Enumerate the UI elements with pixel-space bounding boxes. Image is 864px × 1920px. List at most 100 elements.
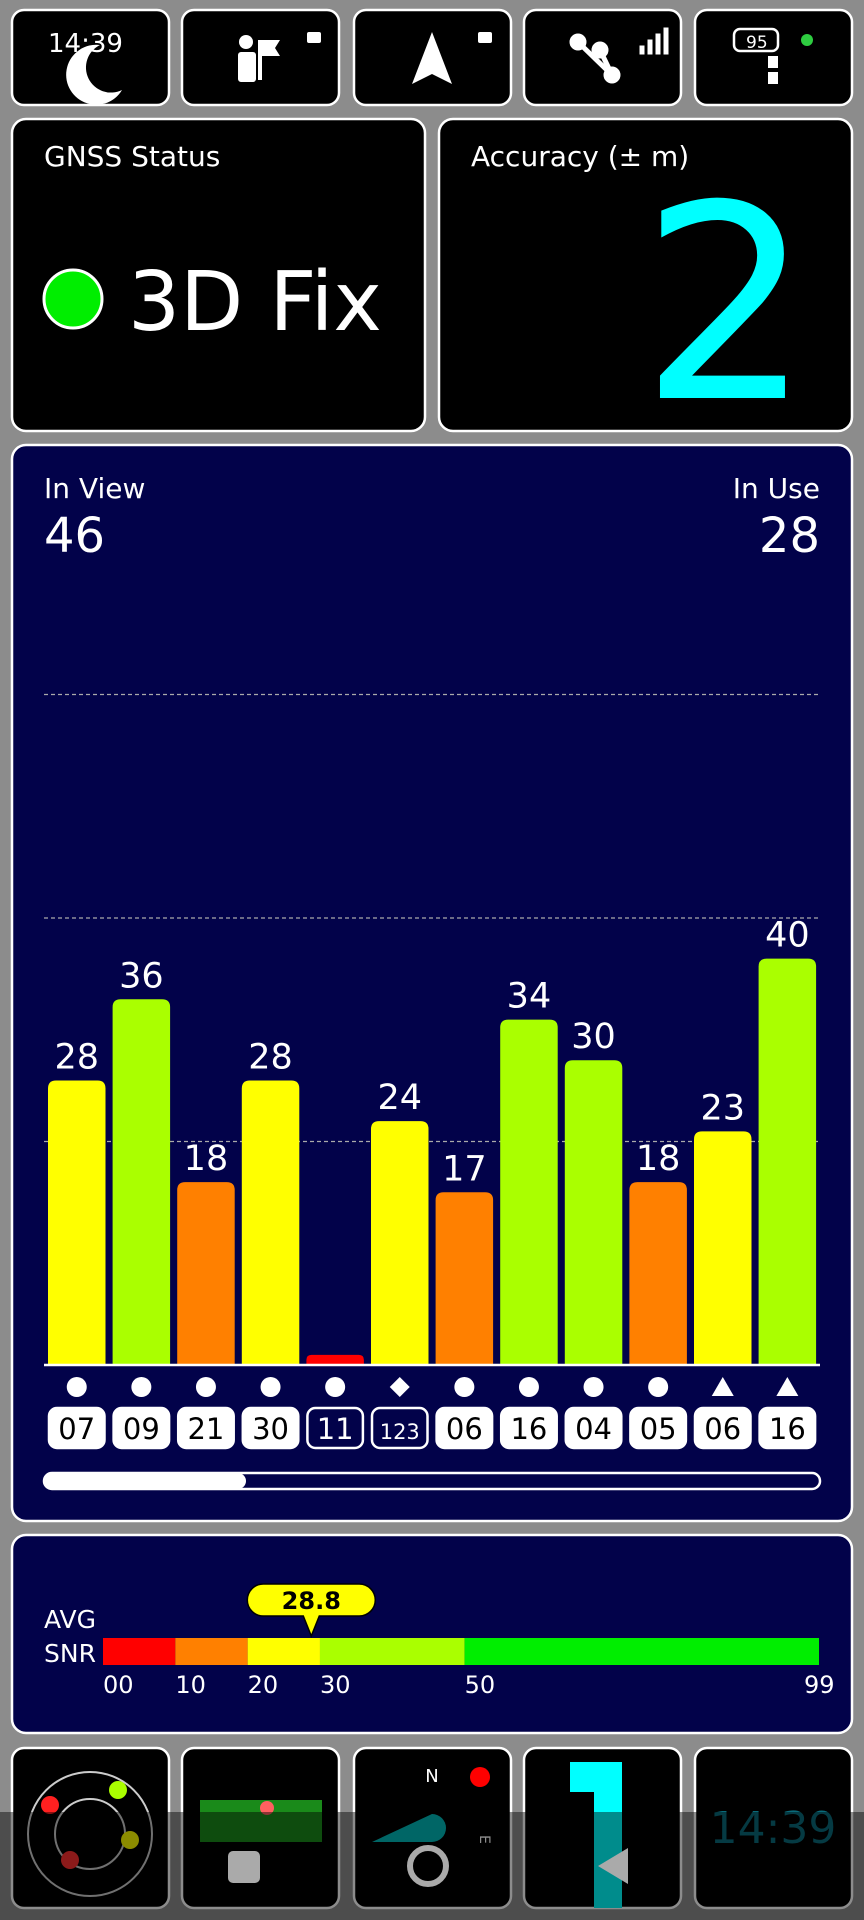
sat-dot <box>109 1781 127 1799</box>
satellite-id-box[interactable] <box>435 1406 494 1450</box>
satellite-id-box[interactable] <box>370 1406 429 1450</box>
snr-band <box>464 1638 819 1665</box>
constellation-symbol <box>518 1377 539 1397</box>
bar <box>435 1192 494 1365</box>
compass-dot <box>470 1767 490 1787</box>
icon <box>768 56 778 68</box>
back-button[interactable] <box>598 1848 628 1884</box>
home-button[interactable] <box>407 1845 449 1887</box>
bar <box>629 1182 687 1365</box>
bar <box>500 1019 558 1365</box>
avg-snr-panel[interactable] <box>10 1533 854 1735</box>
satellite-id: 06 <box>704 1412 741 1446</box>
person-flag-icon <box>238 32 321 82</box>
snr-band <box>247 1638 320 1665</box>
bottom-tiles: N E 14:39 <box>10 1746 854 1910</box>
accuracy-panel[interactable] <box>437 117 854 433</box>
bar <box>758 958 817 1365</box>
satellite-id: 07 <box>58 1412 95 1446</box>
satellite-id: 04 <box>575 1412 612 1446</box>
bar-value-label: 36 <box>119 956 164 996</box>
satellite-id: 11 <box>317 1412 354 1446</box>
share-icon <box>569 27 669 84</box>
constellation-symbol <box>583 1377 604 1397</box>
gnss-status-value: 3D Fix <box>128 255 382 350</box>
tile-clock[interactable] <box>693 1746 854 1910</box>
satellite-id: 06 <box>446 1412 483 1446</box>
avg-snr-marker <box>246 1583 377 1639</box>
constellation-symbol <box>131 1377 152 1397</box>
fix-indicator <box>42 268 104 330</box>
bar-value-label: 34 <box>507 977 552 1017</box>
sat-dot <box>41 1796 59 1814</box>
status-time: 14:39 <box>48 29 123 59</box>
satellite-id: 16 <box>769 1412 806 1446</box>
snr-tick-label: 30 <box>320 1671 351 1699</box>
battery-icon <box>732 27 780 53</box>
bar <box>306 1354 364 1365</box>
sat-dot <box>61 1851 79 1869</box>
bar <box>241 1080 300 1365</box>
tile-skyplot[interactable] <box>10 1746 171 1910</box>
battery-level: 95 <box>746 33 768 53</box>
bar-value-label: 28 <box>248 1038 293 1078</box>
bar-value-label: 23 <box>700 1088 745 1128</box>
snr-tick-label: 50 <box>465 1671 496 1699</box>
nav-bar <box>0 1812 864 1920</box>
tile-clock[interactable] <box>10 8 171 107</box>
constellation-symbol <box>776 1377 799 1396</box>
satellite-id-box[interactable] <box>758 1406 817 1450</box>
scrollbar-thumb[interactable] <box>44 1473 246 1489</box>
satellite-id-box[interactable] <box>47 1406 106 1450</box>
bar-value-label: 18 <box>184 1139 229 1179</box>
bar-value-label: 24 <box>377 1078 422 1118</box>
satellite-id-box[interactable] <box>176 1406 235 1450</box>
compass-east: E <box>476 1835 492 1844</box>
satellite-id: 05 <box>640 1412 677 1446</box>
in-view-label: In View <box>44 472 145 505</box>
satellite-id-box[interactable] <box>629 1406 688 1450</box>
satellite-id-box[interactable] <box>499 1406 558 1450</box>
bar-value-label: 17 <box>442 1149 487 1189</box>
satellite-id: 21 <box>187 1412 224 1446</box>
satellite-id-box[interactable] <box>112 1406 171 1450</box>
satellite-id-box[interactable] <box>306 1406 365 1450</box>
bar-value-label: 28 <box>54 1038 99 1078</box>
satellite-id: 16 <box>510 1412 547 1446</box>
nav-arrow-icon <box>412 32 452 84</box>
dot <box>801 34 813 46</box>
constellation-symbol <box>389 1377 410 1397</box>
satellite-id-box[interactable] <box>241 1406 300 1450</box>
snr-bar-chart: 28 07 36 09 18 21 28 30 11 24 123 17 06 34 16 30 04 18 05 2… <box>44 693 820 1450</box>
gnss-status-panel[interactable] <box>10 117 427 433</box>
accuracy-title: Accuracy (± m) <box>471 140 689 173</box>
in-view-count: 46 <box>44 508 105 564</box>
avg-snr-label: AVG <box>44 1605 96 1634</box>
bar <box>694 1131 752 1365</box>
compass-needle <box>372 1814 446 1842</box>
clock: 14:39 <box>710 1803 837 1854</box>
snr-tick-label: 00 <box>103 1671 134 1699</box>
satellite-id: 123 <box>380 1420 420 1444</box>
icon <box>768 72 778 84</box>
snr-band <box>319 1638 465 1665</box>
satellite-id-box[interactable] <box>564 1406 623 1450</box>
constellation-symbol <box>454 1377 475 1397</box>
satellite-id-box[interactable] <box>693 1406 752 1450</box>
satellite-id: 09 <box>123 1412 160 1446</box>
snr-band <box>175 1638 248 1665</box>
bar-value-label: 40 <box>765 916 810 956</box>
top-tiles: 14:39 95 <box>10 8 854 107</box>
recents-button[interactable] <box>228 1851 260 1883</box>
constellation-symbol <box>325 1377 346 1397</box>
bar-value-label: 18 <box>636 1139 681 1179</box>
snr-tick-label: 10 <box>175 1671 206 1699</box>
constellation-symbol <box>260 1377 281 1397</box>
constellation-symbol <box>711 1377 734 1396</box>
constellation-symbol <box>195 1377 216 1397</box>
snr-tick-label: 99 <box>804 1671 835 1699</box>
gnss-status-title: GNSS Status <box>44 140 220 173</box>
bar-value-label: 30 <box>571 1017 616 1057</box>
